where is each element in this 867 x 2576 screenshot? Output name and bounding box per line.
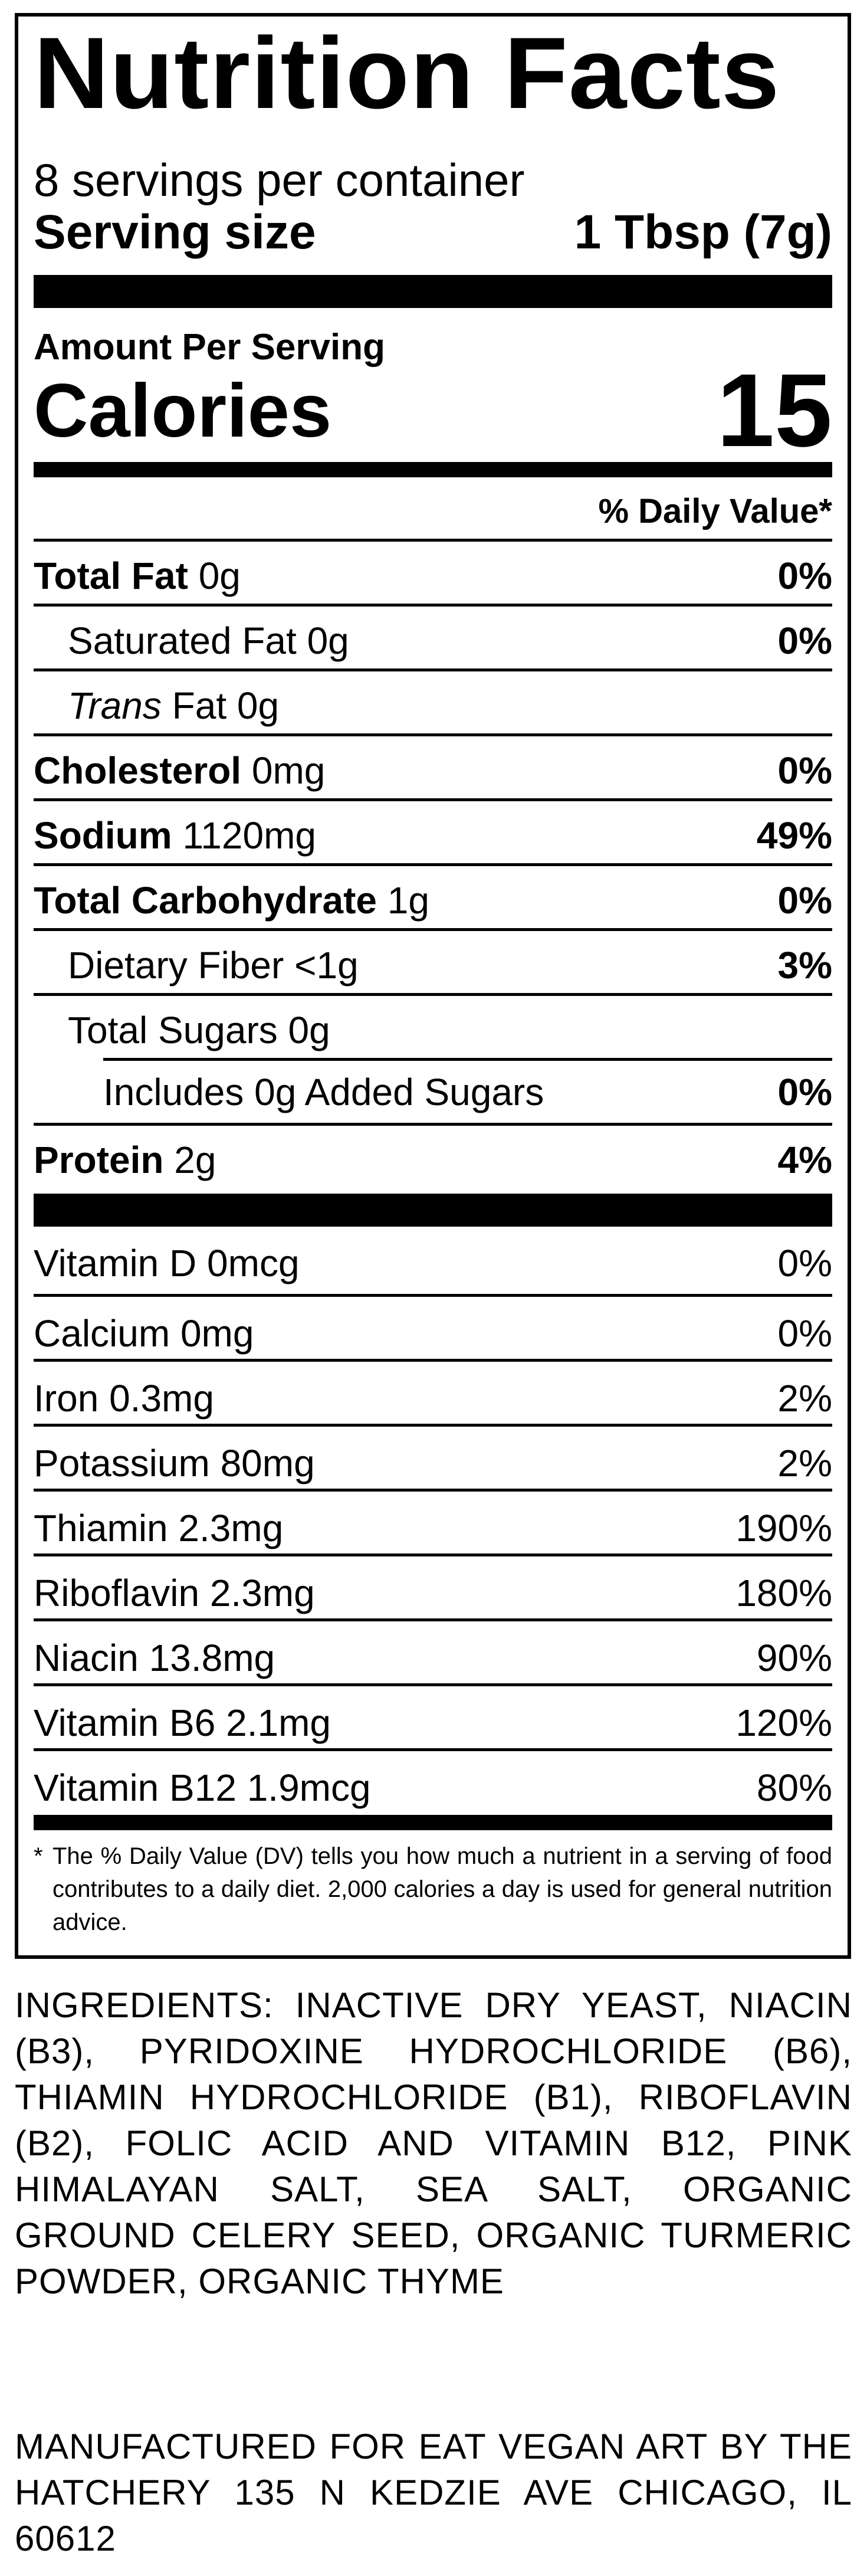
nutrient-row-total-sugars: Total Sugars 0g (34, 993, 832, 1058)
vitamin-dv: 180% (735, 1572, 832, 1614)
ingredients-text: INGREDIENTS: INACTIVE DRY YEAST, NIACIN … (15, 1985, 852, 2301)
nutrient-label: Protein 2g (34, 1139, 216, 1181)
nutrient-dv: 0% (777, 879, 833, 922)
vitamin-label: Vitamin B12 1.9mcg (34, 1767, 371, 1809)
vitamin-dv: 90% (756, 1637, 832, 1679)
vitamin-row-vitamin-b12: Vitamin B12 1.9mcg 80% (34, 1748, 832, 1813)
vitamin-dv: 0% (777, 1242, 833, 1284)
footnote-divider (34, 1815, 832, 1830)
vitamin-label: Vitamin B6 2.1mg (34, 1702, 331, 1744)
nutrient-label: Total Carbohydrate 1g (34, 879, 429, 922)
vitamin-row-potassium: Potassium 80mg 2% (34, 1424, 832, 1489)
nutrient-row-total-carbohydrate: Total Carbohydrate 1g 0% (34, 863, 832, 928)
nutrition-facts-panel: Nutrition Facts 8 servings per container… (15, 13, 851, 1959)
nutrient-dv: 0% (777, 1071, 833, 1113)
vitamin-label: Niacin 13.8mg (34, 1637, 275, 1679)
nutrient-dv: 3% (777, 944, 833, 987)
nutrient-dv: 0% (777, 749, 833, 792)
servings-per-container: 8 servings per container (34, 154, 525, 206)
nutrient-dv: 4% (777, 1139, 833, 1181)
vitamins-divider (34, 1194, 832, 1227)
nutrient-label: Cholesterol 0mg (34, 749, 326, 792)
vitamin-dv: 2% (777, 1377, 833, 1420)
vitamin-row-vitamin-b6: Vitamin B6 2.1mg 120% (34, 1683, 832, 1748)
vitamin-label: Calcium 0mg (34, 1312, 254, 1355)
nutrient-row-added-sugars: Includes 0g Added Sugars 0% (34, 1058, 832, 1123)
medium-divider (34, 462, 832, 477)
nutrient-label: Trans Fat 0g (68, 684, 280, 727)
amount-per-serving: Amount Per Serving (34, 327, 385, 368)
footnote-text: The % Daily Value (DV) tells you how muc… (52, 1843, 832, 1935)
nutrition-facts-title: Nutrition Facts (34, 17, 780, 130)
vitamin-label: Vitamin D 0mcg (34, 1242, 300, 1284)
vitamin-dv: 190% (735, 1507, 832, 1549)
nutrient-row-dietary-fiber: Dietary Fiber <1g 3% (34, 928, 832, 993)
manufacturer-text: MANUFACTURED FOR EAT VEGAN ART BY THE HA… (15, 2427, 852, 2558)
nutrient-label: Saturated Fat 0g (68, 620, 349, 662)
footnote-asterisk: * (34, 1843, 43, 1869)
nutrient-label: Total Fat 0g (34, 555, 241, 597)
nutrient-row-saturated-fat: Saturated Fat 0g 0% (34, 604, 832, 668)
vitamin-label: Potassium 80mg (34, 1442, 315, 1484)
nutrient-dv: 49% (756, 814, 832, 857)
serving-size-label: Serving size (34, 205, 316, 259)
vitamin-dv: 2% (777, 1442, 833, 1484)
thick-divider (34, 275, 832, 308)
calories-label: Calories (34, 369, 332, 453)
nutrient-row-trans-fat: Trans Fat 0g (34, 668, 832, 733)
vitamin-row-calcium: Calcium 0mg 0% (34, 1294, 832, 1359)
vitamin-label: Thiamin 2.3mg (34, 1507, 284, 1549)
vitamin-row-vitamin-d: Vitamin D 0mcg 0% (34, 1227, 832, 1292)
nutrient-label: Dietary Fiber <1g (68, 944, 359, 987)
nutrient-row-cholesterol: Cholesterol 0mg 0% (34, 733, 832, 798)
vitamin-dv: 0% (777, 1312, 833, 1355)
serving-size-value: 1 Tbsp (7g) (574, 205, 832, 259)
vitamin-row-niacin: Niacin 13.8mg 90% (34, 1618, 832, 1683)
nutrient-dv: 0% (777, 620, 833, 662)
added-sugars-divider (103, 1058, 832, 1061)
nutrient-row-sodium: Sodium 1120mg 49% (34, 798, 832, 863)
nutrient-dv: 0% (777, 555, 833, 597)
daily-value-header: % Daily Value* (598, 492, 832, 530)
nutrient-label: Sodium 1120mg (34, 814, 316, 857)
vitamin-dv: 80% (756, 1767, 832, 1809)
vitamin-row-iron: Iron 0.3mg 2% (34, 1359, 832, 1424)
vitamin-row-thiamin: Thiamin 2.3mg 190% (34, 1489, 832, 1554)
calories-value: 15 (717, 353, 832, 468)
nutrient-row-total-fat: Total Fat 0g 0% (34, 539, 832, 604)
vitamin-row-riboflavin: Riboflavin 2.3mg 180% (34, 1554, 832, 1618)
vitamin-dv: 120% (735, 1702, 832, 1744)
nutrient-label: Includes 0g Added Sugars (103, 1071, 544, 1113)
nutrient-label: Total Sugars 0g (68, 1009, 330, 1051)
vitamin-label: Riboflavin 2.3mg (34, 1572, 315, 1614)
vitamin-label: Iron 0.3mg (34, 1377, 214, 1420)
serving-size-row: Serving size 1 Tbsp (7g) (34, 208, 832, 257)
nutrient-row-protein: Protein 2g 4% (34, 1123, 832, 1188)
daily-value-footnote: * The % Daily Value (DV) tells you how m… (34, 1840, 832, 1939)
